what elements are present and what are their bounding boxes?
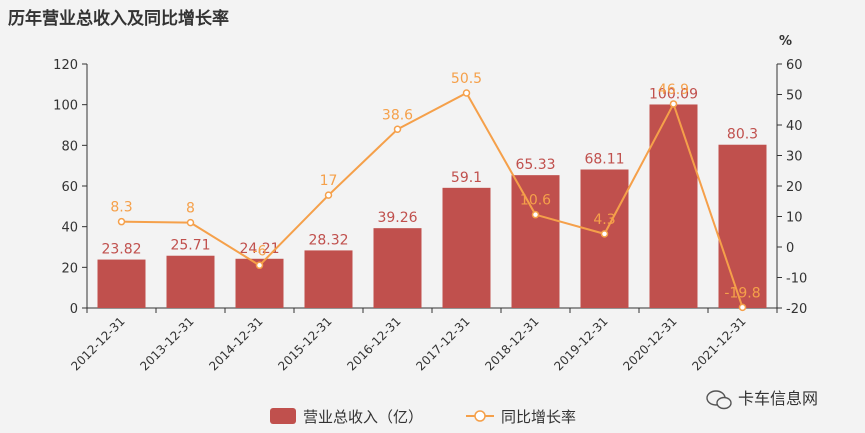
y-right-axis-label: % xyxy=(779,34,792,49)
y-left-tick-label: 80 xyxy=(61,139,78,154)
y-right-tick-label: 50 xyxy=(786,89,803,104)
x-tick-label: 2019-12-31 xyxy=(551,314,610,373)
revenue-bar xyxy=(97,259,146,308)
growth-point xyxy=(738,303,747,312)
growth-data-label: 8 xyxy=(186,201,195,217)
growth-point xyxy=(117,217,126,226)
revenue-bar xyxy=(304,250,353,308)
growth-point xyxy=(393,125,402,134)
revenue-bar xyxy=(511,175,560,308)
x-tick-label: 2021-12-31 xyxy=(689,314,748,373)
y-left-tick-label: 0 xyxy=(70,302,78,317)
revenue-data-label: 59.1 xyxy=(451,170,482,186)
x-tick-label: 2020-12-31 xyxy=(620,314,679,373)
y-left-tick-label: 40 xyxy=(61,221,78,236)
revenue-bar xyxy=(373,228,422,308)
growth-data-label: 17 xyxy=(320,173,338,189)
y-left-tick-label: 120 xyxy=(53,58,78,73)
legend-label-growth: 同比增长率 xyxy=(501,408,576,426)
legend-swatch-revenue xyxy=(270,408,296,424)
growth-point xyxy=(531,210,540,219)
x-tick-label: 2014-12-31 xyxy=(206,314,265,373)
y-right-tick-label: 60 xyxy=(786,58,803,73)
revenue-bar xyxy=(580,169,629,308)
growth-point xyxy=(324,191,333,199)
growth-point xyxy=(600,230,609,238)
y-left-tick-label: 100 xyxy=(53,99,78,114)
revenue-bar xyxy=(649,104,698,308)
y-right-tick-label: 0 xyxy=(786,241,794,256)
x-tick-label: 2017-12-31 xyxy=(413,314,472,373)
chart-title: 历年营业总收入及同比增长率 xyxy=(8,9,229,29)
growth-data-label: -6 xyxy=(253,243,267,259)
y-right-tick-label: 30 xyxy=(786,150,803,165)
y-left-tick-label: 20 xyxy=(61,261,78,276)
y-left-tick-label: 60 xyxy=(61,180,78,195)
growth-data-label: 8.3 xyxy=(110,200,132,216)
y-right-tick-label: 20 xyxy=(786,180,803,195)
y-right-tick-label: -20 xyxy=(786,302,807,317)
x-tick-label: 2012-12-31 xyxy=(68,314,127,373)
revenue-data-label: 65.33 xyxy=(515,157,555,173)
revenue-data-label: 23.82 xyxy=(101,242,141,258)
wechat-icon-bubble xyxy=(716,396,732,410)
growth-line xyxy=(121,91,744,308)
revenue-data-label: 28.32 xyxy=(308,232,348,248)
x-tick-label: 2018-12-31 xyxy=(482,314,541,373)
growth-point xyxy=(462,89,471,97)
revenue-data-label: 39.26 xyxy=(377,210,417,226)
growth-point xyxy=(255,261,264,270)
x-tick-label: 2013-12-31 xyxy=(137,314,196,373)
revenue-data-label: 68.11 xyxy=(584,152,624,168)
growth-data-label: 10.6 xyxy=(520,193,551,209)
revenue-data-label: 100.09 xyxy=(649,86,698,102)
growth-data-label: 38.6 xyxy=(382,107,413,123)
revenue-data-label: 24.21 xyxy=(239,241,279,257)
growth-data-label: 46.9 xyxy=(658,82,689,98)
revenue-bar xyxy=(166,255,215,308)
revenue-bar xyxy=(718,144,767,308)
y-right-tick-label: 10 xyxy=(786,211,803,226)
x-tick-label: 2016-12-31 xyxy=(344,314,403,373)
growth-data-label: -19.8 xyxy=(724,285,760,301)
legend-marker-growth xyxy=(474,410,486,422)
legend-label-revenue: 营业总收入（亿） xyxy=(303,408,423,426)
growth-point xyxy=(186,218,195,227)
y-right-tick-label: 40 xyxy=(786,119,803,134)
revenue-bar xyxy=(442,187,491,308)
watermark-text: 卡车信息网 xyxy=(738,389,818,408)
revenue-data-label: 80.3 xyxy=(727,127,758,143)
growth-data-label: 50.5 xyxy=(451,71,482,87)
growth-data-label: 4.3 xyxy=(593,212,615,228)
x-tick-label: 2015-12-31 xyxy=(275,314,334,373)
y-right-tick-label: -10 xyxy=(786,272,807,287)
revenue-data-label: 25.71 xyxy=(170,238,210,254)
growth-point xyxy=(669,100,678,108)
